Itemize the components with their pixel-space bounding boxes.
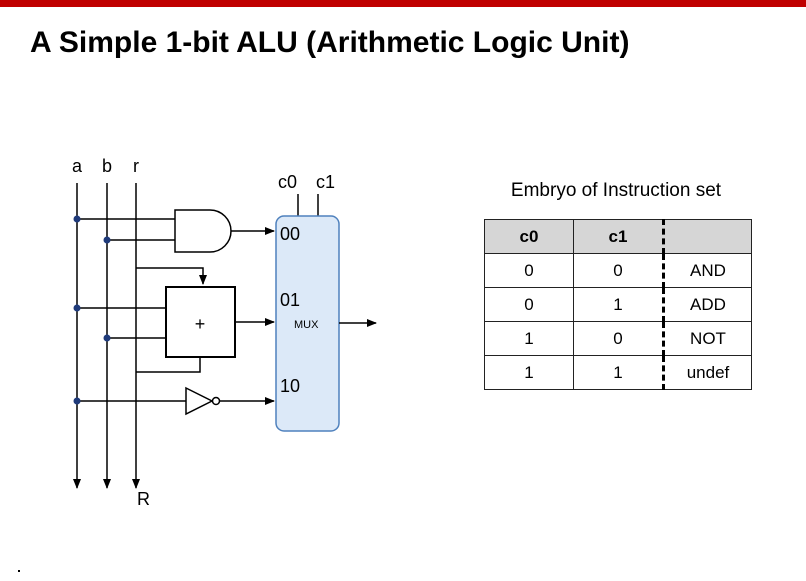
input-label-r: r bbox=[133, 156, 139, 176]
not-bubble bbox=[211, 396, 221, 406]
control-label-c1: c1 bbox=[316, 172, 335, 192]
cell-c0: 1 bbox=[484, 321, 574, 356]
control-label-c0: c0 bbox=[278, 172, 297, 192]
adder-plus-label: + bbox=[195, 314, 206, 334]
cell-c1: 0 bbox=[573, 321, 664, 356]
header-op bbox=[662, 219, 752, 254]
mux-port-10: 10 bbox=[280, 376, 300, 396]
cell-c1: 1 bbox=[573, 355, 664, 390]
table-row: 1 1 undef bbox=[484, 355, 752, 390]
cell-op: undef bbox=[662, 355, 752, 390]
not-gate bbox=[185, 386, 214, 416]
junction-dots bbox=[73, 215, 111, 405]
cell-c0: 0 bbox=[484, 287, 574, 322]
cell-op: AND bbox=[662, 253, 752, 288]
header-accent-bar bbox=[0, 0, 806, 7]
input-label-a: a bbox=[72, 156, 83, 176]
table-header-row: c0 c1 bbox=[484, 219, 752, 254]
mux-port-00: 00 bbox=[280, 224, 300, 244]
header-c1: c1 bbox=[573, 219, 664, 254]
cell-c0: 0 bbox=[484, 253, 574, 288]
wire-carry-out bbox=[136, 357, 201, 373]
output-label-r: R bbox=[137, 489, 150, 509]
cell-op: ADD bbox=[662, 287, 752, 322]
slide-title: A Simple 1-bit ALU (Arithmetic Logic Uni… bbox=[30, 26, 630, 59]
header-c0: c0 bbox=[484, 219, 574, 254]
table-row: 1 0 NOT bbox=[484, 321, 752, 356]
cell-op: NOT bbox=[662, 321, 752, 356]
table-row: 0 0 AND bbox=[484, 253, 752, 288]
input-label-b: b bbox=[102, 156, 112, 176]
cell-c1: 0 bbox=[573, 253, 664, 288]
instruction-table-caption: Embryo of Instruction set bbox=[510, 180, 722, 201]
cell-c1: 1 bbox=[573, 287, 664, 322]
instruction-set-table: c0 c1 0 0 AND 0 1 ADD 1 0 NOT 1 1 undef bbox=[484, 219, 752, 390]
mux-label: MUX bbox=[294, 319, 319, 331]
wire-r-adder bbox=[136, 267, 207, 285]
stray-dot bbox=[18, 570, 20, 572]
table-row: 0 1 ADD bbox=[484, 287, 752, 322]
cell-c0: 1 bbox=[484, 355, 574, 390]
and-gate bbox=[174, 209, 232, 253]
mux-port-01: 01 bbox=[280, 290, 300, 310]
